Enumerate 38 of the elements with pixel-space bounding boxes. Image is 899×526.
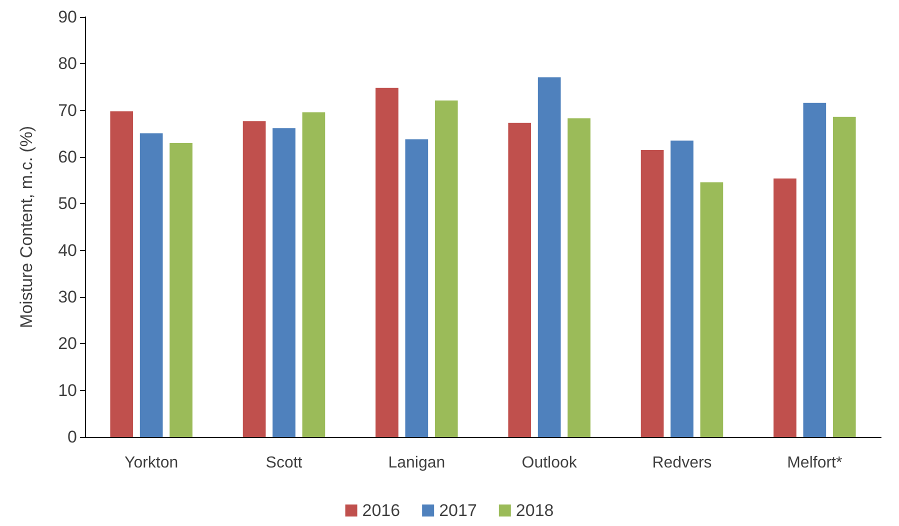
y-tick-label: 80 (58, 54, 77, 74)
bar (568, 118, 590, 437)
bar (242, 121, 266, 437)
legend-label: 2016 (362, 501, 400, 520)
bar (670, 140, 694, 437)
y-tick-label: 0 (68, 428, 77, 446)
bar (640, 150, 664, 437)
bar (700, 182, 724, 437)
bar (170, 143, 192, 437)
y-tick-label: 10 (58, 380, 77, 400)
x-tick-label: Redvers (652, 454, 712, 472)
y-axis-title: Moisture Content, m.c. (%) (17, 126, 36, 328)
y-tick-label: 20 (58, 334, 77, 354)
bar (405, 139, 428, 437)
x-tick-label: Scott (266, 454, 303, 472)
bar (538, 77, 561, 437)
x-tick-label: Yorkton (124, 454, 178, 472)
bar (832, 116, 856, 437)
bar (376, 88, 398, 437)
y-tick-label: 70 (58, 100, 77, 120)
x-tick-label: Outlook (522, 454, 578, 472)
bar (140, 133, 163, 437)
bar (803, 102, 826, 437)
y-tick-label: 90 (58, 8, 77, 26)
bar (302, 112, 326, 437)
bar (774, 178, 796, 437)
bar (434, 100, 458, 437)
y-tick-label: 50 (58, 194, 77, 214)
y-tick-label: 60 (58, 148, 77, 166)
y-tick-label: 30 (58, 288, 77, 306)
x-tick-label: Lanigan (388, 454, 446, 472)
bar (508, 122, 532, 437)
y-tick-label: 40 (58, 240, 77, 260)
bar (272, 128, 296, 437)
legend-label: 2017 (439, 501, 477, 520)
legend-label: 2018 (516, 501, 554, 520)
bar (110, 111, 134, 437)
x-tick-label: Melfort* (787, 454, 842, 472)
